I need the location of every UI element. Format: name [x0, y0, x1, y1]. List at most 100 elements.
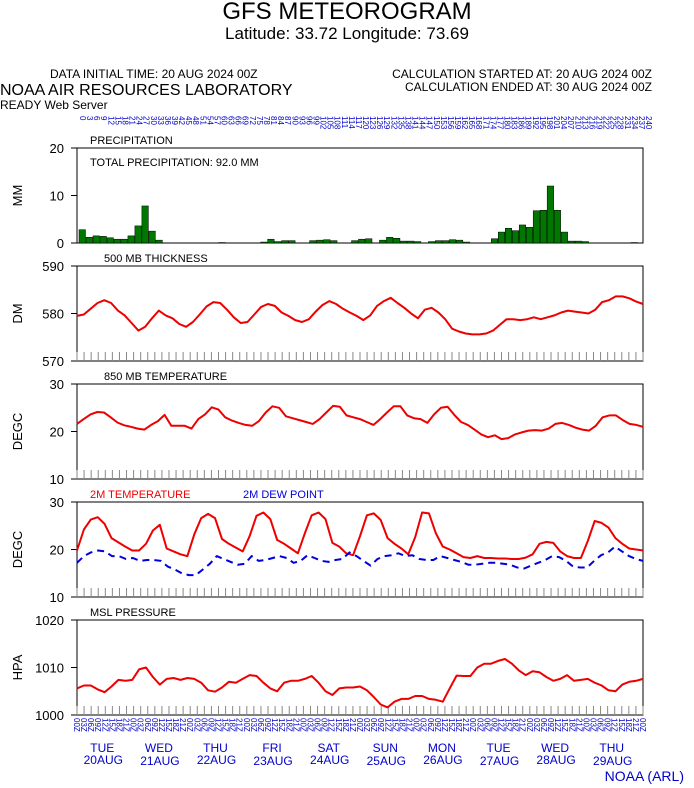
utc-hour-label: 03Z — [588, 718, 597, 732]
utc-hour-label: 00Z — [129, 718, 138, 732]
day-of-week-label: FRI — [262, 741, 281, 755]
utc-hour-label: 06Z — [426, 718, 435, 732]
calculation-ended: CALCULATION ENDED AT: 30 AUG 2024 00Z — [405, 80, 652, 94]
panel-title: 850 MB TEMPERATURE — [104, 371, 227, 383]
utc-hour-label: 18Z — [228, 718, 237, 732]
utc-hour-label: 06Z — [86, 718, 95, 732]
precip-bar — [99, 236, 107, 244]
utc-hour-label: 06Z — [313, 718, 322, 732]
day-of-week-label: WED — [145, 741, 173, 755]
date-label: 26AUG — [423, 753, 462, 767]
forecast-hour-label: 48 — [191, 116, 200, 125]
forecast-hour-label: 126 — [375, 116, 384, 130]
utc-hour-label: 18Z — [511, 718, 520, 732]
precip-bar — [553, 209, 561, 244]
utc-hour-label: 21Z — [461, 718, 470, 732]
precip-bar — [106, 237, 114, 244]
y-tick-label: 10 — [50, 590, 64, 605]
forecast-hour-label: 42 — [177, 116, 186, 125]
y-tick-label: 10 — [50, 189, 64, 204]
total-precipitation-label: TOTAL PRECIPITATION: 92.0 MM — [90, 157, 259, 169]
calculation-started: CALCULATION STARTED AT: 20 AUG 2024 00Z — [392, 67, 652, 81]
forecast-hour-label: 45 — [184, 116, 193, 125]
utc-hour-label: 21Z — [235, 718, 244, 732]
date-label: 29AUG — [593, 754, 632, 768]
utc-hour-label: 18Z — [341, 718, 350, 732]
utc-hour-label: 12Z — [157, 718, 166, 732]
lab-name: NOAA AIR RESOURCES LABORATORY — [0, 82, 293, 99]
precip-bar — [120, 238, 128, 244]
utc-hour-label: 21Z — [291, 718, 300, 732]
precip-bar — [428, 241, 436, 244]
precip-bar — [525, 227, 533, 244]
precip-bar — [92, 235, 100, 244]
panel-4: 10 20 30 DEGC 2M TEMPERATURE 2M DEW POINT — [10, 489, 644, 605]
panel-title: 500 MB THICKNESS — [104, 253, 208, 265]
utc-hour-label: 00Z — [298, 718, 307, 732]
forecast-hour-label: 153 — [439, 116, 448, 130]
precip-bar — [127, 235, 135, 244]
forecast-hour-label: 144 — [418, 116, 427, 130]
panel-title-secondary: 2M DEW POINT — [243, 489, 324, 501]
utc-hour-label: 18Z — [624, 718, 633, 732]
y-tick-label: 0 — [57, 236, 64, 251]
utc-hour-label: 15Z — [164, 718, 173, 732]
forecast-hour-label: 111 — [340, 116, 349, 129]
forecast-hour-label: 171 — [481, 116, 490, 130]
utc-hour-label: 18Z — [171, 718, 180, 732]
precip-bar — [414, 241, 422, 244]
date-label: 27AUG — [480, 754, 519, 768]
forecast-hour-label: 72 — [248, 116, 257, 125]
forecast-hour-label: 114 — [347, 116, 356, 129]
date-label: 24AUG — [310, 753, 349, 767]
forecast-hour-label: 204 — [559, 116, 568, 130]
utc-hour-label: 12Z — [440, 718, 449, 732]
panel-5: 1000 1010 1020 HPA MSL PRESSURE — [10, 607, 644, 723]
precip-bar — [442, 240, 450, 244]
precip-bar — [281, 240, 289, 244]
panel-2: 570 580 590 DM 500 MB THICKNESS — [10, 253, 644, 369]
forecast-hour-label: 63 — [227, 116, 236, 125]
forecast-hour-label: 135 — [396, 116, 405, 130]
utc-hour-label: 00Z — [185, 718, 194, 732]
forecast-hour-label: 156 — [446, 116, 455, 130]
precip-bar — [518, 224, 526, 244]
location-coordinates: Latitude: 33.72 Longitude: 73.69 — [225, 24, 469, 43]
y-tick-label: 1020 — [35, 613, 64, 628]
forecast-hour-label: 21 — [128, 116, 137, 125]
forecast-hour-label: 3 — [85, 116, 94, 121]
page-title: GFS METEOROGRAM — [222, 0, 472, 25]
utc-hour-label: 06Z — [256, 718, 265, 732]
forecast-hour-label: 195 — [538, 116, 547, 130]
server-name: READY Web Server — [0, 98, 108, 112]
utc-hour-label: 12Z — [100, 718, 109, 732]
precip-bar — [78, 229, 86, 244]
precip-bar — [574, 240, 582, 244]
forecast-hour-label: 6 — [92, 116, 101, 121]
utc-hour-label: 12Z — [610, 718, 619, 732]
utc-hour-label: 03Z — [79, 718, 88, 732]
forecast-hour-label: 75 — [255, 116, 264, 125]
precip-bar — [504, 228, 512, 244]
utc-hour-labels: 00Z03Z06Z09Z12Z15Z18Z21Z00Z03Z06Z09Z12Z1… — [72, 718, 647, 732]
utc-hour-label: 03Z — [249, 718, 258, 732]
forecast-hour-label: 30 — [149, 116, 158, 125]
forecast-hour-label: 168 — [474, 116, 483, 130]
utc-hour-label: 09Z — [489, 718, 498, 732]
forecast-hour-label: 39 — [170, 116, 179, 125]
forecast-hour-labels: 0369121518212427303336394245485154576063… — [78, 116, 653, 130]
utc-hour-label: 18Z — [454, 718, 463, 732]
forecast-hour-label: 9 — [99, 116, 108, 121]
utc-hour-label: 15Z — [447, 718, 456, 732]
forecast-hour-label: 87 — [283, 116, 292, 125]
precip-bar — [85, 237, 93, 244]
date-label: 20AUG — [84, 753, 123, 767]
day-of-week-label: TUE — [487, 741, 511, 755]
day-of-week-label: MON — [428, 741, 456, 755]
forecast-hour-label: 186 — [517, 116, 526, 130]
precip-bar — [449, 239, 457, 244]
date-label: 25AUG — [367, 754, 406, 768]
forecast-hour-label: 132 — [389, 116, 398, 130]
utc-hour-label: 15Z — [617, 718, 626, 732]
utc-hour-label: 09Z — [263, 718, 272, 732]
